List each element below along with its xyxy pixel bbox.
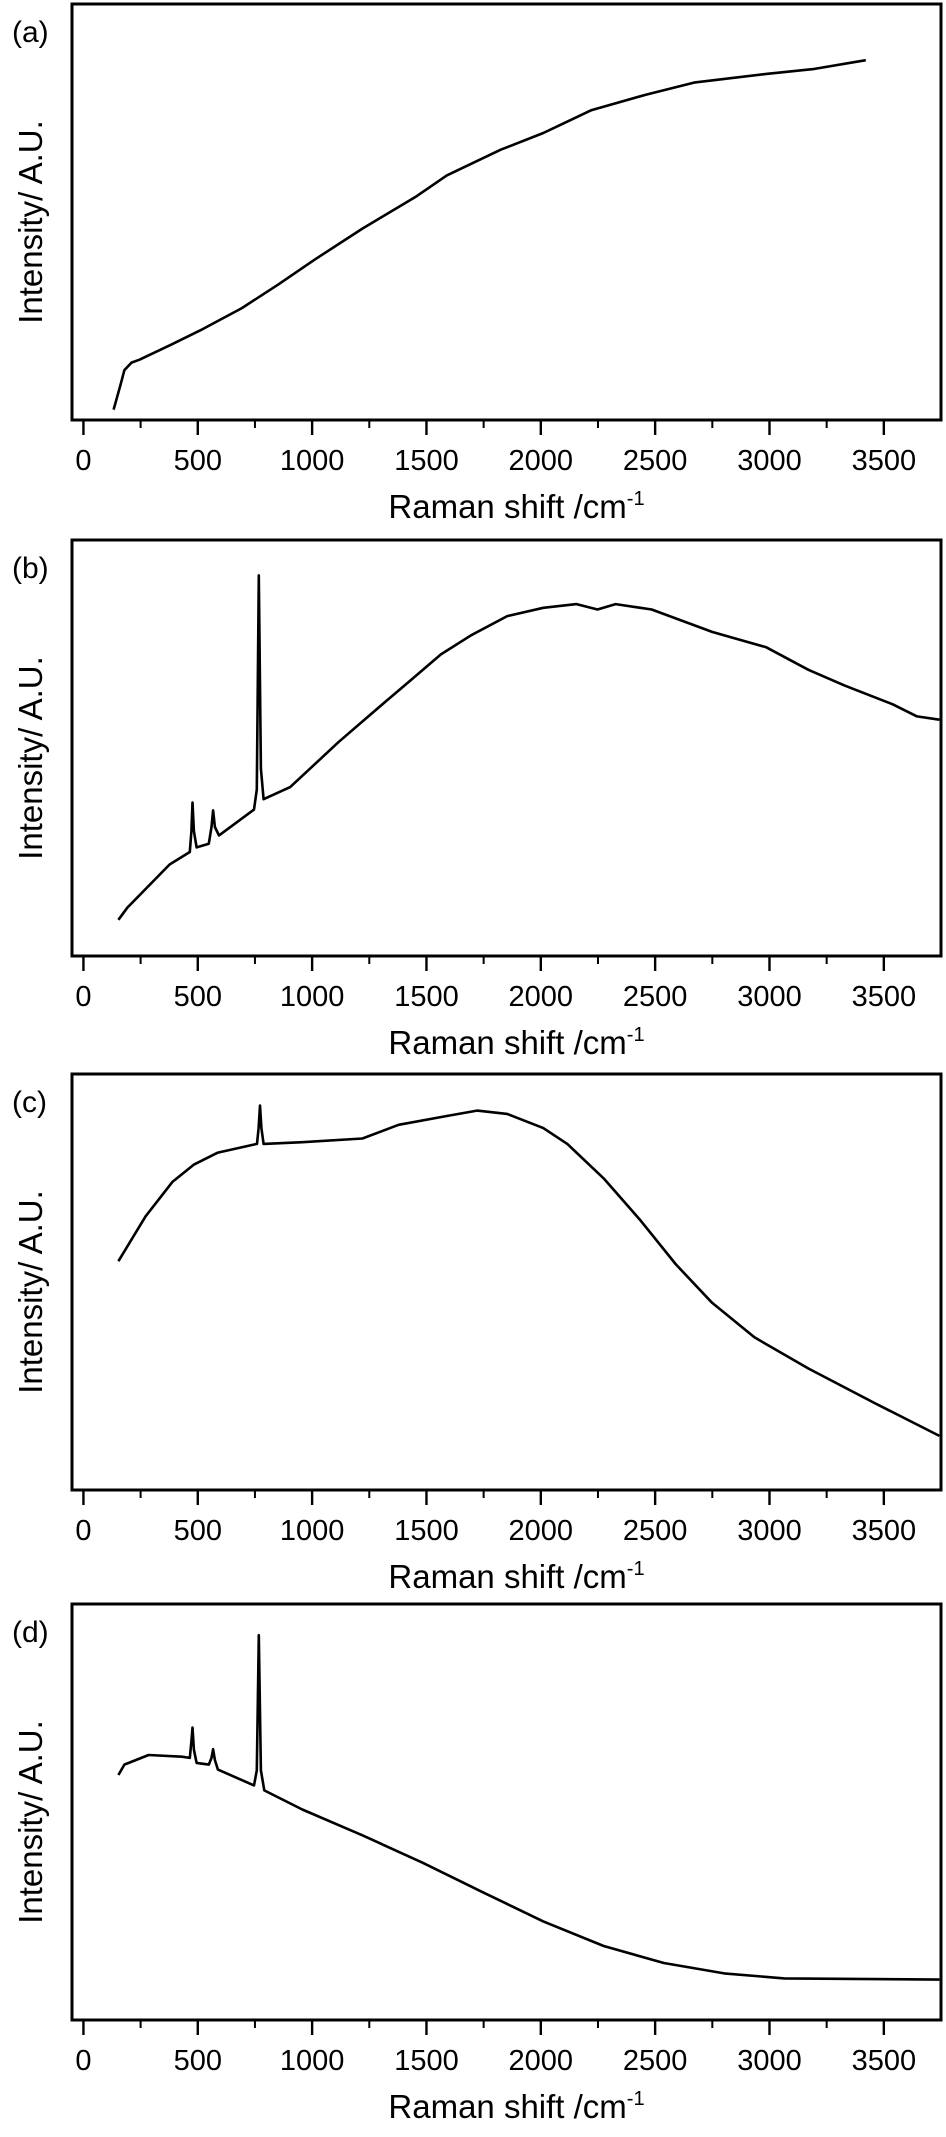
x-axis-label-superscript: -1 [627, 1024, 645, 1046]
x-tick-label: 3000 [737, 445, 802, 477]
x-axis-label-superscript: -1 [627, 1558, 645, 1580]
x-tick-label: 1500 [394, 445, 459, 477]
x-tick-label: 1000 [280, 2045, 345, 2077]
x-tick-label: 500 [174, 445, 222, 477]
x-tick-label: 2500 [623, 2045, 688, 2077]
x-tick-label: 1500 [394, 981, 459, 1013]
x-tick-label: 500 [174, 2045, 222, 2077]
x-axis-label-text: Raman shift /cm [388, 2088, 626, 2125]
x-axis-label: Raman shift /cm-1 [388, 1558, 644, 1595]
plot-frame [70, 538, 943, 958]
x-tick-label: 2000 [509, 445, 574, 477]
x-axis-label: Raman shift /cm-1 [388, 2088, 644, 2125]
plot-frame [70, 2, 943, 422]
panel-label: (d) [12, 1616, 49, 1649]
x-tick-label: 0 [75, 1515, 91, 1547]
x-tick-label: 1000 [280, 981, 345, 1013]
x-tick-label: 0 [75, 2045, 91, 2077]
x-axis-label-text: Raman shift /cm [388, 1024, 626, 1061]
x-tick-label: 2000 [509, 2045, 574, 2077]
panel-label: (a) [12, 16, 49, 49]
panel-label: (b) [12, 552, 49, 585]
y-axis-label: Intensity/ A.U. [12, 1720, 49, 1924]
x-axis-label: Raman shift /cm-1 [388, 1024, 644, 1061]
x-tick-label: 500 [174, 981, 222, 1013]
x-tick-label: 1000 [280, 1515, 345, 1547]
x-tick-label: 2500 [623, 1515, 688, 1547]
x-tick-label: 500 [174, 1515, 222, 1547]
chart-panel-b: 0 500 1000 1500 2000 2500 3000 3500 Raman shift … [12, 538, 943, 1061]
x-tick-label: 3000 [737, 981, 802, 1013]
chart-panel-d: 0 500 1000 1500 2000 2500 3000 3500 Raman shift … [12, 1602, 943, 2125]
x-tick-label: 3000 [737, 2045, 802, 2077]
x-tick-label: 3000 [737, 1515, 802, 1547]
spectrum-line [117, 1104, 940, 1438]
x-tick-label: 3500 [852, 2045, 917, 2077]
plot-frame [70, 1602, 943, 2022]
x-tick-label: 3500 [852, 1515, 917, 1547]
x-axis-label: Raman shift /cm-1 [388, 488, 644, 525]
spectrum-line [117, 1633, 940, 1981]
panel-label: (c) [12, 1086, 47, 1119]
x-tick-label: 1000 [280, 445, 345, 477]
x-tick-label: 2500 [623, 445, 688, 477]
x-axis-label-superscript: -1 [627, 488, 645, 510]
x-axis-label-text: Raman shift /cm [388, 1558, 626, 1595]
x-tick-label: 1500 [394, 2045, 459, 2077]
x-axis-label-superscript: -1 [627, 2088, 645, 2110]
spectrum-line [112, 58, 867, 410]
chart-panel-a: 0 500 1000 1500 2000 2500 3000 3500 Raman shift … [12, 2, 943, 525]
x-axis-label-text: Raman shift /cm [388, 488, 626, 525]
x-tick-label: 2000 [509, 1515, 574, 1547]
x-tick-label: 3500 [852, 445, 917, 477]
x-tick-label: 1500 [394, 1515, 459, 1547]
spectrum-line [117, 574, 940, 921]
x-tick-label: 0 [75, 981, 91, 1013]
x-tick-label: 2000 [509, 981, 574, 1013]
x-tick-label: 3500 [852, 981, 917, 1013]
plot-frame [70, 1072, 943, 1492]
y-axis-label: Intensity/ A.U. [12, 656, 49, 860]
chart-panel-c: 0 500 1000 1500 2000 2500 3000 3500 Raman shift … [12, 1072, 943, 1595]
y-axis-label: Intensity/ A.U. [12, 1190, 49, 1394]
x-tick-label: 2500 [623, 981, 688, 1013]
x-tick-label: 0 [75, 445, 91, 477]
y-axis-label: Intensity/ A.U. [12, 120, 49, 324]
